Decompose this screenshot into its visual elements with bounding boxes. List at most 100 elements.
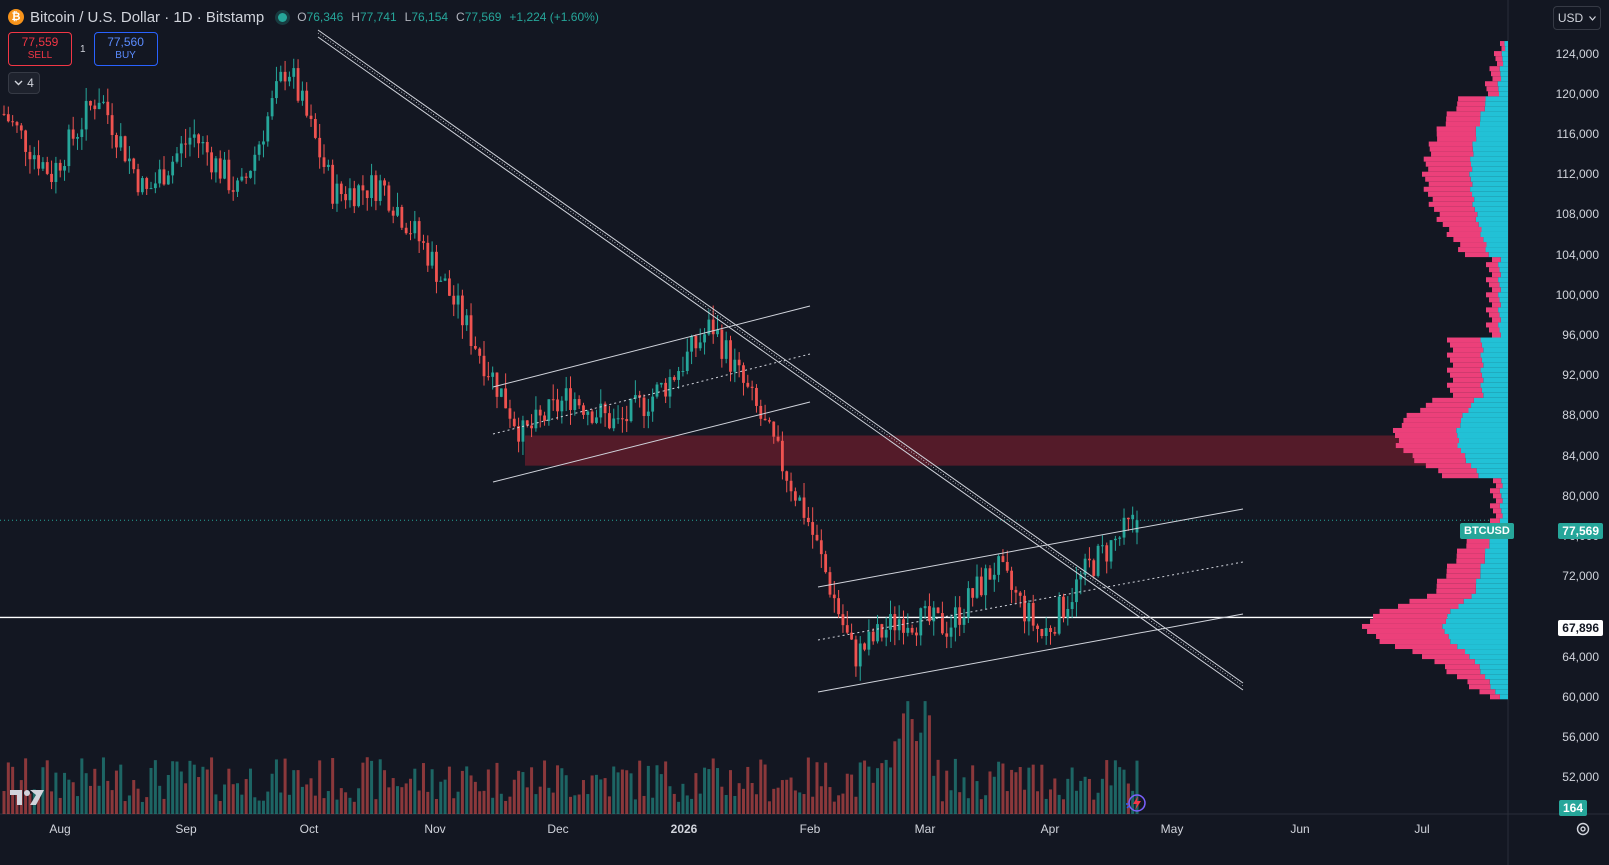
- volume-profile-bar: [1504, 41, 1508, 47]
- volume-bar: [1027, 767, 1031, 814]
- candle: [988, 568, 992, 580]
- assistant-bolt-icon[interactable]: [1124, 792, 1148, 814]
- volume-bar: [270, 773, 274, 814]
- volume-bar: [750, 783, 754, 814]
- volume-bar: [253, 797, 257, 814]
- volume-bar: [110, 790, 114, 814]
- volume-profile-bar: [1471, 463, 1508, 469]
- volume-profile-bar: [1472, 146, 1508, 152]
- candle: [24, 130, 28, 152]
- horizontal-line-price-tag[interactable]: 67,896: [1558, 620, 1603, 636]
- volume-profile-bar: [1449, 226, 1482, 232]
- candle: [806, 517, 810, 523]
- symbol-title[interactable]: Bitcoin / U.S. Dollar · 1D · Bitstamp: [30, 8, 265, 26]
- volume-bar: [659, 774, 663, 814]
- price-tick-label: 72,000: [1562, 569, 1599, 584]
- candle: [491, 372, 495, 377]
- volume-profile-bar: [1425, 402, 1472, 408]
- candle: [690, 335, 693, 352]
- volume-profile-bar: [1475, 588, 1508, 594]
- volume-profile-bar: [1436, 588, 1476, 594]
- volume-profile-bar: [1442, 623, 1508, 629]
- volume-bar: [132, 780, 136, 814]
- candle: [504, 388, 508, 409]
- volume-bar: [798, 792, 802, 814]
- settings-gear-icon[interactable]: [1575, 821, 1591, 837]
- candle: [889, 614, 892, 630]
- candle: [236, 180, 239, 192]
- volume-bar: [1079, 780, 1083, 814]
- volume-profile-bar: [1442, 221, 1479, 227]
- candle: [1079, 574, 1083, 580]
- candle: [270, 98, 274, 117]
- volume-bar: [763, 764, 767, 814]
- candle: [357, 185, 361, 207]
- volume-profile-bar: [1496, 498, 1503, 504]
- candle: [508, 408, 512, 419]
- volume-profile-bar: [1468, 407, 1508, 413]
- volume-bar: [1049, 789, 1053, 814]
- candle: [746, 382, 750, 387]
- volume-bar: [1018, 767, 1022, 814]
- price-tick-label: 52,000: [1562, 770, 1599, 785]
- candle: [841, 614, 845, 626]
- candle: [279, 71, 283, 82]
- candle: [1053, 632, 1057, 634]
- indicators-toggle-button[interactable]: 4: [8, 72, 40, 94]
- candle: [184, 143, 188, 145]
- volume-bar: [361, 762, 365, 814]
- candle: [210, 152, 213, 173]
- time-tick-label: Sep: [175, 822, 197, 836]
- candle: [521, 420, 525, 442]
- candle: [551, 399, 555, 401]
- volume-profile-bar: [1456, 106, 1485, 112]
- volume-profile-bar: [1434, 659, 1475, 665]
- candle: [460, 295, 464, 326]
- volume-profile-bar: [1497, 61, 1504, 67]
- volume-bar: [815, 762, 819, 814]
- volume-profile-bar: [1409, 598, 1464, 604]
- volume-profile-bar: [1502, 498, 1508, 504]
- time-tick-label: Aug: [49, 822, 71, 836]
- volume-bar: [136, 788, 140, 814]
- candle: [603, 403, 607, 414]
- volume-bar: [383, 770, 387, 814]
- volume-bar: [296, 770, 300, 814]
- volume-bar: [88, 785, 92, 814]
- volume-bar: [486, 769, 490, 814]
- volume-profile-bar: [1367, 628, 1445, 634]
- candle: [456, 295, 460, 305]
- volume-bar: [530, 767, 534, 814]
- buy-button[interactable]: 77,560 BUY: [93, 32, 158, 66]
- candle: [915, 632, 918, 636]
- symbol-tag: BTCUSD: [1460, 523, 1514, 539]
- volume-bar: [754, 794, 758, 814]
- volume-bar: [992, 776, 996, 814]
- volume-profile-bar: [1480, 352, 1508, 358]
- currency-select[interactable]: USD: [1553, 6, 1601, 30]
- volume-profile-bar: [1499, 488, 1508, 494]
- volume-profile-bar: [1491, 71, 1501, 77]
- candle: [197, 134, 200, 144]
- volume-bar: [339, 788, 343, 814]
- volume-bar: [525, 787, 529, 814]
- candle: [365, 190, 369, 199]
- volume-profile-bar: [1500, 302, 1508, 308]
- volume-bar: [499, 793, 503, 814]
- volume-bar: [629, 773, 633, 814]
- volume-bar: [746, 766, 750, 814]
- candle: [179, 143, 183, 154]
- candle: [11, 121, 15, 123]
- volume-profile-bar: [1406, 412, 1463, 418]
- volume-profile-bar: [1447, 367, 1481, 373]
- volume-profile-bar: [1489, 679, 1508, 685]
- volume-bar: [292, 770, 296, 814]
- volume-profile-bar: [1489, 297, 1500, 303]
- candle: [720, 329, 724, 359]
- volume-profile-bar: [1500, 71, 1508, 77]
- volume-bar: [698, 793, 702, 814]
- volume-profile-bar: [1472, 141, 1508, 147]
- volume-bar: [927, 715, 931, 814]
- sell-button[interactable]: 77,559 SELL: [8, 32, 72, 66]
